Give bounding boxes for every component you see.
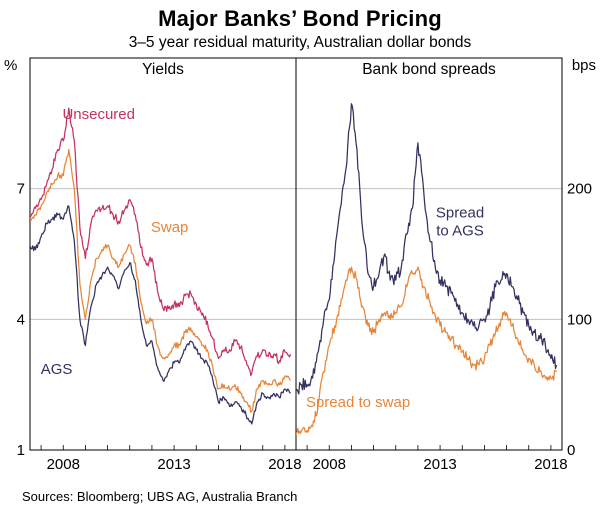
bond-pricing-chart: % bps 1 4 7 2008 2013 2018 Yields Unsecured Swap AG… xyxy=(4,57,596,473)
x-axis-label: 2008 xyxy=(313,456,346,473)
left-unit-label: % xyxy=(4,57,17,74)
series-line-spread-to-ags xyxy=(296,103,558,395)
y-axis-label: 1 xyxy=(17,442,25,459)
series-line-spread-to-swap xyxy=(296,266,557,435)
x-axis-label: 2013 xyxy=(157,456,190,473)
series-line-ags xyxy=(30,205,291,425)
x-axis-label: 2018 xyxy=(534,456,567,473)
right-unit-label: bps xyxy=(572,57,596,74)
y-axis-label: 200 xyxy=(567,181,592,198)
y-axis-label: 4 xyxy=(17,311,25,328)
series-label-spread-to-swap: Spread to swap xyxy=(306,394,410,411)
series-line-swap xyxy=(30,148,291,413)
sources-note: Sources: Bloomberg; UBS AG, Australia Br… xyxy=(22,489,298,504)
y-axis-label: 0 xyxy=(567,442,575,459)
panel-title-1: Bank bond spreads xyxy=(362,61,496,78)
chart-subtitle: 3–5 year residual maturity, Australian d… xyxy=(128,34,472,51)
series-label-swap: Swap xyxy=(151,219,189,236)
series-label-unsecured: Unsecured xyxy=(62,106,135,123)
series-line-unsecured xyxy=(30,107,292,377)
x-axis-label: 2018 xyxy=(268,456,301,473)
series-label-spread-to-ags: Spread to AGS xyxy=(436,204,484,239)
y-axis-label: 100 xyxy=(567,311,592,328)
panel-title-0: Yields xyxy=(142,61,184,78)
x-axis-label: 2013 xyxy=(423,456,456,473)
y-axis-label: 7 xyxy=(17,181,25,198)
series-label-ags: AGS xyxy=(41,361,73,378)
x-axis-label: 2008 xyxy=(47,456,80,473)
chart-title: Major Banks’ Bond Pricing xyxy=(158,6,442,31)
